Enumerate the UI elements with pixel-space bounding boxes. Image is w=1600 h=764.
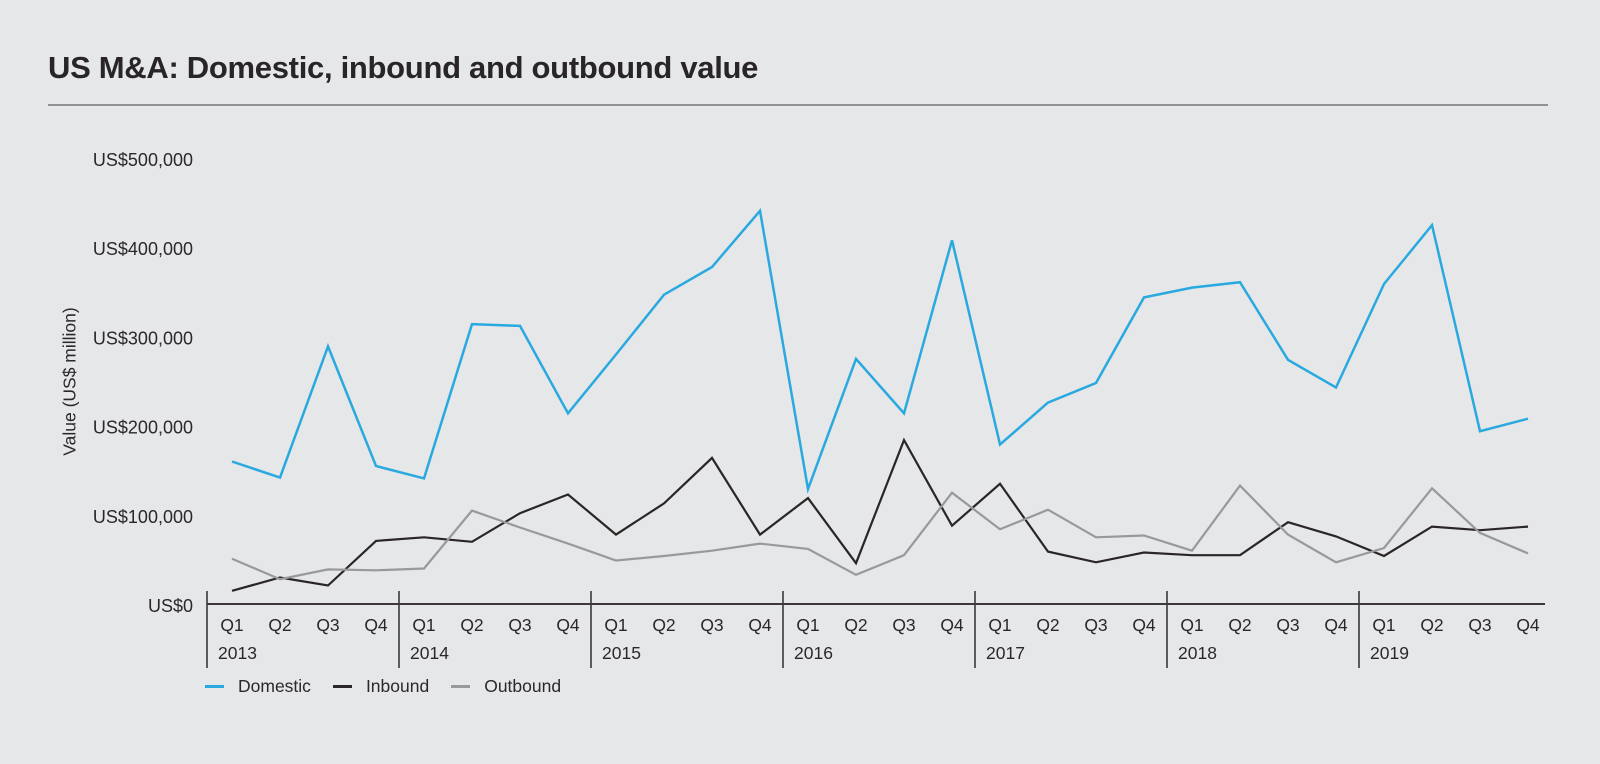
quarter-tick-label: Q1: [220, 615, 243, 635]
quarter-tick-label: Q1: [1180, 615, 1203, 635]
quarter-tick-label: Q1: [796, 615, 819, 635]
y-tick-label: US$0: [148, 596, 193, 616]
quarter-tick-label: Q3: [892, 615, 915, 635]
quarter-tick-label: Q2: [844, 615, 867, 635]
quarter-tick-label: Q4: [1132, 615, 1156, 635]
year-tick-label: 2019: [1370, 643, 1409, 663]
series-line-outbound: [231, 483, 1529, 581]
quarter-tick-label: Q4: [940, 615, 964, 635]
series-line-inbound: [231, 437, 1529, 592]
title-rule: [48, 104, 1548, 106]
quarter-tick-label: Q2: [1420, 615, 1443, 635]
domestic-line-swatch-icon: [205, 685, 224, 688]
y-tick-label: US$500,000: [93, 150, 193, 170]
year-tick-label: 2013: [218, 643, 257, 663]
quarter-tick-label: Q1: [1372, 615, 1395, 635]
quarter-tick-label: Q3: [1276, 615, 1299, 635]
year-tick-label: 2018: [1178, 643, 1217, 663]
quarter-tick-label: Q1: [412, 615, 435, 635]
quarter-tick-label: Q3: [316, 615, 339, 635]
chart-legend: Domestic Inbound Outbound: [205, 676, 561, 697]
y-tick-label: US$400,000: [93, 239, 193, 259]
legend-item-domestic: Domestic: [205, 676, 311, 697]
quarter-tick-label: Q2: [652, 615, 675, 635]
quarter-tick-label: Q4: [1324, 615, 1348, 635]
series-line-domestic: [231, 207, 1529, 494]
quarter-tick-label: Q2: [268, 615, 291, 635]
year-tick-label: 2015: [602, 643, 641, 663]
quarter-tick-label: Q4: [364, 615, 388, 635]
quarter-tick-label: Q4: [556, 615, 580, 635]
quarter-tick-label: Q1: [988, 615, 1011, 635]
legend-label-domestic: Domestic: [238, 676, 311, 696]
quarter-tick-label: Q3: [1468, 615, 1491, 635]
quarter-tick-label: Q4: [1516, 615, 1540, 635]
outbound-line-swatch-icon: [451, 685, 471, 688]
legend-item-outbound: Outbound: [451, 676, 561, 697]
legend-label-inbound: Inbound: [365, 676, 430, 696]
quarter-tick-label: Q2: [1228, 615, 1251, 635]
quarter-tick-label: Q3: [508, 615, 531, 635]
legend-item-inbound: Inbound: [332, 676, 430, 697]
inbound-line-swatch-icon: [332, 685, 352, 688]
quarter-tick-label: Q4: [748, 615, 772, 635]
year-tick-label: 2014: [410, 643, 449, 663]
year-tick-label: 2017: [986, 643, 1025, 663]
y-tick-label: US$100,000: [93, 507, 193, 527]
legend-label-outbound: Outbound: [484, 676, 562, 696]
quarter-tick-label: Q3: [700, 615, 723, 635]
y-tick-label: US$200,000: [93, 418, 193, 438]
year-tick-label: 2016: [794, 643, 833, 663]
quarter-tick-label: Q1: [604, 615, 627, 635]
quarter-tick-label: Q3: [1084, 615, 1107, 635]
y-tick-label: US$300,000: [93, 328, 193, 348]
page-title: US M&A: Domestic, inbound and outbound v…: [48, 50, 759, 85]
quarter-tick-label: Q2: [460, 615, 483, 635]
quarter-tick-label: Q2: [1036, 615, 1059, 635]
